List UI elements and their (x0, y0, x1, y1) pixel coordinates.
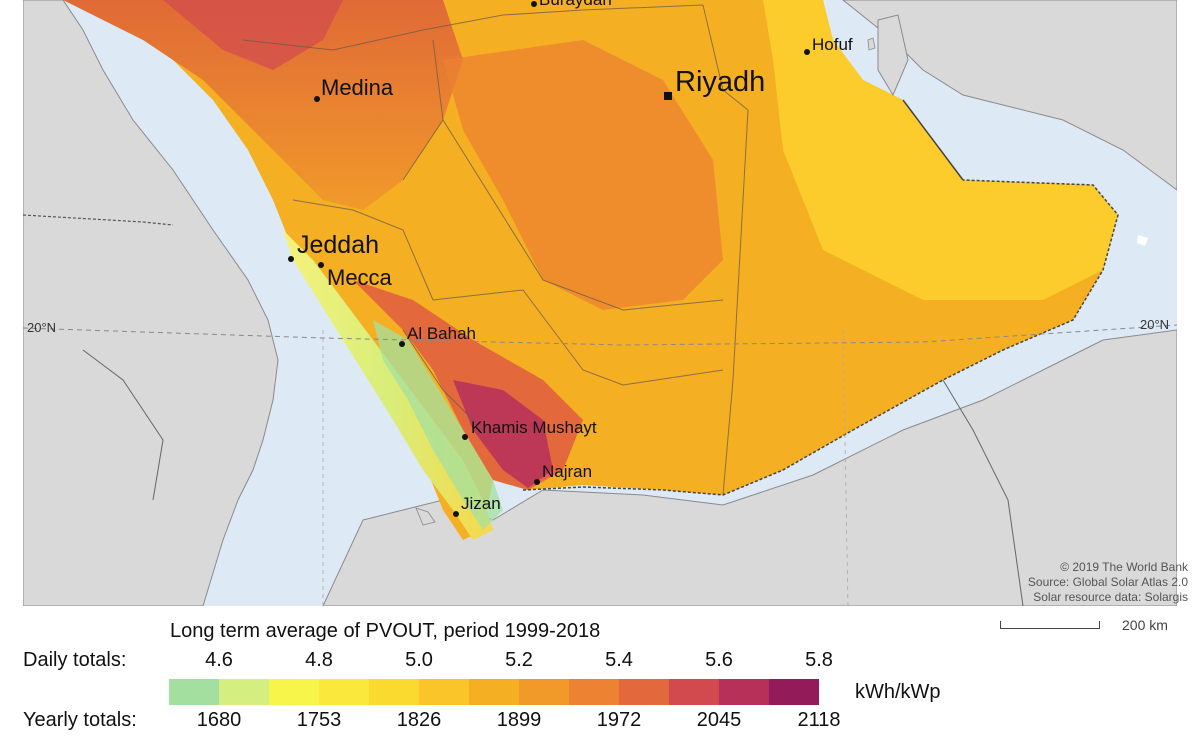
legend-swatch (269, 679, 319, 705)
al-bahah-marker (399, 341, 405, 347)
yemen-oman-border (942, 379, 1024, 606)
najd-region (443, 40, 723, 310)
yearly-tick: 1753 (296, 709, 342, 731)
africa-land (23, 0, 279, 606)
daily-tick: 5.0 (405, 649, 433, 671)
scale-bar (1000, 621, 1100, 629)
legend-swatch (469, 679, 519, 705)
asir-high (453, 380, 553, 488)
jizan-marker (453, 511, 459, 517)
city-riyadh: Riyadh (675, 66, 766, 98)
legend-swatch (319, 679, 369, 705)
legend-unit: kWh/kWp (855, 681, 941, 703)
city-najran: Najran (542, 462, 593, 481)
city-medina: Medina (321, 75, 394, 100)
riyadh-marker (664, 92, 672, 100)
daily-tick: 4.6 (205, 649, 233, 671)
legend-title: Long term average of PVOUT, period 1999-… (170, 620, 601, 642)
khamis-mushayt-marker (462, 434, 468, 440)
green-coast-strip (373, 320, 503, 530)
map-credits: © 2019 The World Bank Source: Global Sol… (1028, 560, 1188, 605)
city-jizan: Jizan (461, 494, 501, 513)
najran-marker (534, 479, 540, 485)
credit-solar-data: Solar resource data: Solargis (1033, 590, 1188, 604)
medina-marker (314, 96, 320, 102)
uae-border (902, 99, 964, 181)
bahrain (867, 37, 876, 51)
legend-swatch (169, 679, 219, 705)
region-borders (242, 4, 749, 496)
daily-totals-label: Daily totals: (23, 649, 127, 671)
farasan-islands (415, 507, 436, 526)
longitude-line-2 (842, 329, 849, 606)
daily-tick: 4.8 (305, 649, 333, 671)
city-jeddah: Jeddah (297, 231, 380, 259)
legend-swatch (219, 679, 269, 705)
latitude-20n-line (23, 324, 1177, 346)
jeddah-marker (288, 256, 294, 262)
yearly-tick: 1826 (396, 709, 442, 731)
color-scale-bar (169, 679, 819, 705)
mecca-marker (318, 262, 324, 268)
africa-border (23, 214, 174, 226)
legend-swatch (619, 679, 669, 705)
credit-source: Source: Global Solar Atlas 2.0 (1027, 575, 1188, 589)
city-mecca: Mecca (327, 265, 392, 290)
city-hofuf: Hofuf (812, 35, 853, 54)
iran-land (842, 0, 1177, 191)
buraydah-marker (531, 1, 537, 7)
credit-copyright: © 2019 The World Bank (1060, 560, 1188, 574)
map-canvas (23, 0, 1177, 606)
qatar (877, 14, 909, 97)
city-al-bahah: Al Bahah (407, 324, 476, 343)
legend-swatch (719, 679, 769, 705)
yearly-tick: 1899 (496, 709, 542, 731)
north-highlands (63, 0, 463, 210)
latitude-label-right: 20°N (1140, 317, 1170, 332)
solar-map: 20°N 20°N Buraydah Hofuf Riyadh Medina J… (23, 0, 1177, 606)
north-peak-area (163, 0, 343, 70)
yearly-tick: 1972 (596, 709, 642, 731)
hofuf-marker (804, 49, 810, 55)
legend-swatch (769, 679, 819, 705)
yearly-tick: 1680 (196, 709, 242, 731)
city-khamis-mushayt: Khamis Mushayt (471, 418, 597, 437)
daily-tick: 5.4 (605, 649, 633, 671)
daily-tick: 5.6 (705, 649, 733, 671)
yearly-tick: 2118 (797, 709, 841, 731)
daily-tick: 5.8 (805, 649, 833, 671)
southern-border (522, 179, 1119, 496)
legend-swatch (519, 679, 569, 705)
legend-swatch (669, 679, 719, 705)
legend-swatch (569, 679, 619, 705)
scale-label: 200 km (1122, 617, 1168, 633)
daily-tick: 5.2 (505, 649, 533, 671)
yemen-oman-land (322, 329, 1177, 606)
legend-swatch (419, 679, 469, 705)
yearly-totals-label: Yearly totals: (23, 709, 137, 731)
yearly-tick: 2045 (696, 709, 742, 731)
africa-border-2 (82, 349, 164, 501)
city-buraydah: Buraydah (539, 0, 612, 8)
legend-swatch (369, 679, 419, 705)
latitude-label-left: 20°N (27, 320, 57, 335)
gulf-island (1137, 235, 1148, 246)
